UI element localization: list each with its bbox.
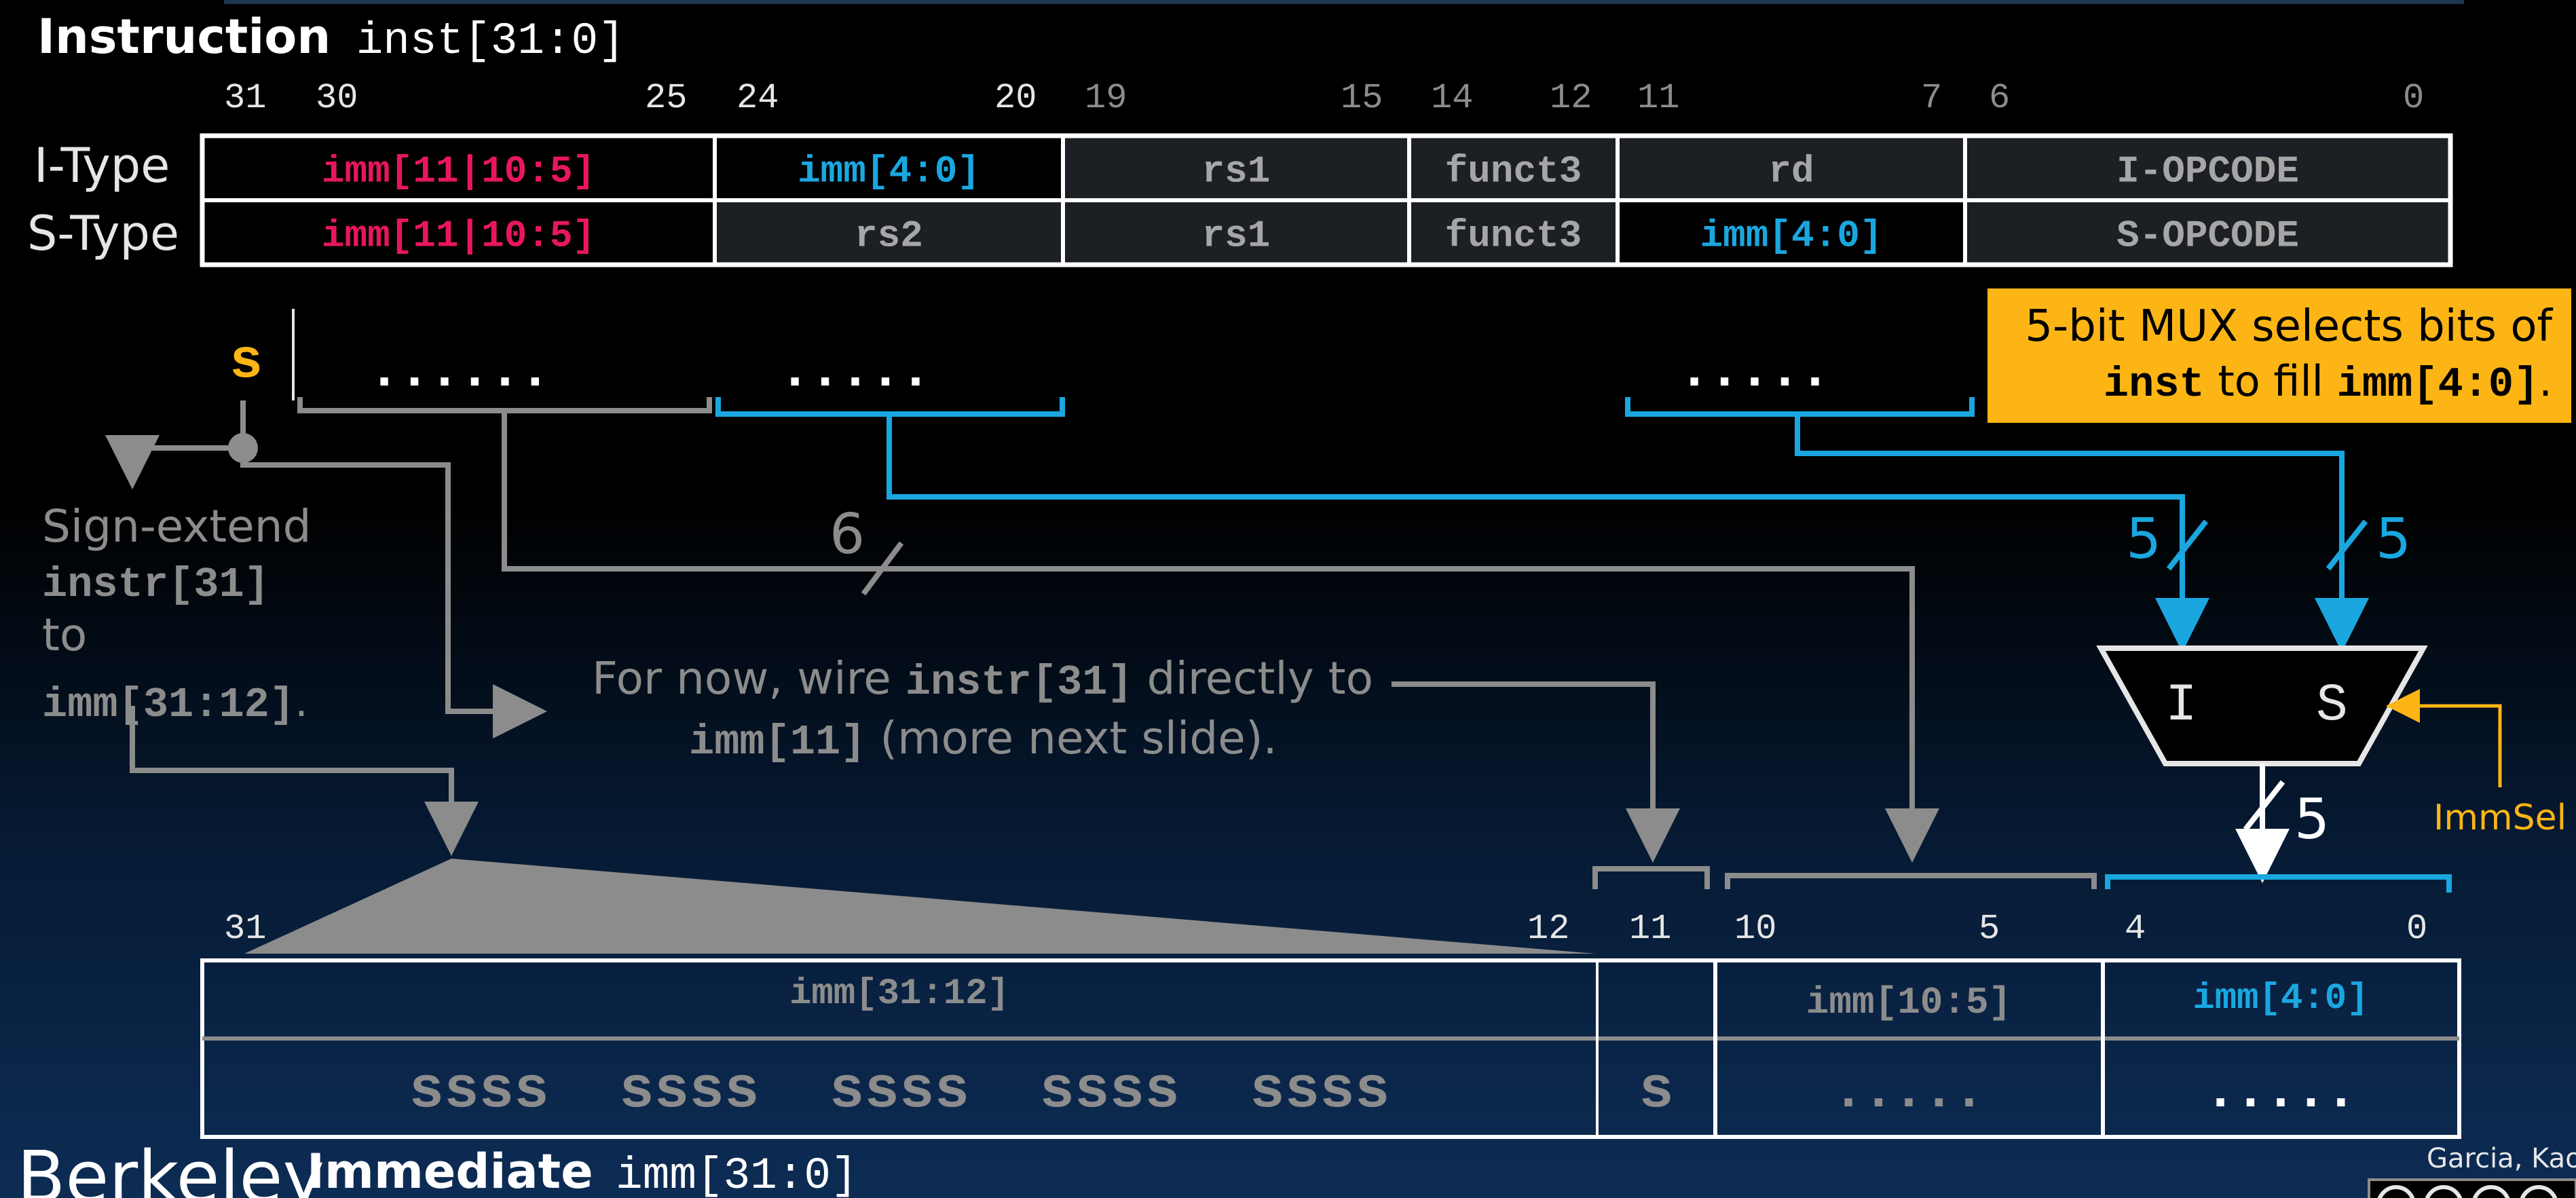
brace-imm-4-0: [2105, 874, 2452, 893]
sign-extend-wire: [105, 435, 243, 489]
mux-input-i: I: [2165, 676, 2197, 736]
row1-label-funct3: funct3: [1445, 214, 1582, 258]
bus-width-label-5-i: 5: [2126, 507, 2161, 572]
cc-license-icon: [2368, 1178, 2576, 1198]
svg-text:31: 31: [224, 909, 266, 949]
brace-imm-10-5: [1725, 873, 2097, 889]
imm-value-4-0: . . . . .: [2213, 1057, 2349, 1118]
sign-extend-to-imm-wire: [130, 706, 479, 856]
imm-bit-labels: 31 12 11 10 5 4 0: [224, 909, 2427, 949]
bus-width-tick-5-s: [2326, 519, 2368, 571]
imm-header-31-12: imm[31:12]: [789, 973, 1009, 1015]
instruction-format-table: imm[11|10:5] imm[4:0] rs1 funct3 rd I-OPCODE i…: [200, 133, 2453, 267]
row1-cell-imm-4-0-or-rs2: [713, 198, 1065, 267]
row1-label-opcode: S-OPCODE: [2116, 214, 2299, 258]
imm-table-frame: [200, 958, 2461, 1139]
svg-text:instr[31]: instr[31]: [42, 561, 269, 609]
svg-text:24: 24: [736, 78, 779, 118]
svg-text:Sign-extend: Sign-extend: [42, 500, 311, 553]
bus-width-label-5-out: 5: [2294, 787, 2330, 852]
mux-input-s: S: [2316, 676, 2348, 736]
immsel-label: ImmSel: [2433, 798, 2566, 838]
row-label-i-type: I-Type: [34, 138, 170, 193]
mux-callout-box: [1987, 288, 2571, 423]
svg-text:20: 20: [994, 78, 1037, 118]
brace-imm11: [1592, 866, 1710, 889]
svg-text:11: 11: [1629, 909, 1671, 949]
immediate-title: Immediate imm[31:0]: [307, 1144, 858, 1198]
row0-label-opcode: I-OPCODE: [2116, 150, 2299, 193]
svg-text:to: to: [42, 609, 87, 661]
imm-value-10-5: . . . . .: [1841, 1057, 1977, 1118]
svg-text:25: 25: [645, 78, 687, 118]
row0-label-imm-11-10-5: imm[11|10:5]: [322, 150, 595, 193]
row0-label-imm-4-0-or-rs2: imm[4:0]: [798, 150, 980, 193]
sign-extend-note: Sign-extend instr[31] to imm[31:12].: [42, 500, 311, 729]
svg-text:11: 11: [1637, 78, 1679, 118]
brace-gray-upper: [297, 397, 712, 413]
row1-cell-opcode: [1963, 198, 2452, 267]
callout-line2: inst to fill imm[4:0].: [2104, 356, 2552, 409]
wire-note: For now, wire instr[31] directly to imm[…: [592, 652, 1373, 766]
instr31-to-imm11-wire: [240, 448, 547, 738]
row1-label-rs1: rs1: [1202, 214, 1271, 258]
imm-header-4-0: imm[4:0]: [2192, 978, 2368, 1019]
row-label-s-type: S-Type: [27, 206, 179, 261]
svg-text:0: 0: [2406, 909, 2427, 949]
sign-bit-label: s: [229, 331, 263, 394]
imm-value-31-12: ssss ssss ssss ssss ssss: [409, 1057, 1389, 1124]
svg-text:15: 15: [1341, 78, 1383, 118]
dots-imm-10-5: . . . . . .: [377, 337, 543, 397]
svg-text:7: 7: [1921, 78, 1942, 118]
imm-header-10-5: imm[10:5]: [1806, 981, 2011, 1024]
svg-text:For now, wire instr[31] direct: For now, wire instr[31] directly to: [592, 652, 1373, 707]
bus-width-tick-6: [861, 541, 904, 596]
svg-text:6: 6: [1989, 78, 2010, 118]
svg-text:30: 30: [316, 78, 358, 118]
imm-10-5-bus: [502, 424, 1939, 863]
svg-text:0: 0: [2403, 78, 2424, 118]
svg-text:imm[31:12].: imm[31:12].: [42, 677, 308, 729]
callout-line1: 5-bit MUX selects bits of: [2025, 301, 2553, 352]
bus-width-label-5-s: 5: [2376, 507, 2411, 572]
instruction-title: Instruction inst[31:0]: [37, 9, 625, 67]
brace-cyan-s: [1625, 397, 1975, 417]
row1-label-imm-4-0-or-rs2: rs2: [855, 214, 923, 258]
immsel-wire: [2386, 689, 2502, 787]
sign-extension-wedge: [244, 859, 1595, 954]
svg-text:10: 10: [1734, 909, 1776, 949]
row0-label-rd-or-imm: rd: [1768, 150, 1814, 193]
svg-text:imm[11] (more next slide).: imm[11] (more next slide).: [689, 712, 1277, 766]
imm-4-0-s-bus: [1795, 414, 2369, 652]
svg-text:12: 12: [1527, 909, 1569, 949]
imm-4-0-i-bus: [886, 414, 2209, 652]
immediate-table: imm[31:12] imm[10:5] imm[4:0] ssss ssss …: [200, 958, 2461, 1139]
row1-label-rd-or-imm: imm[4:0]: [1700, 214, 1883, 258]
credit-text: Garcia, Kao: [2427, 1143, 2576, 1174]
dots-imm-4-0-i: . . . . .: [787, 337, 923, 397]
imm-value-11: s: [1639, 1057, 1674, 1124]
svg-text:4: 4: [2125, 909, 2146, 949]
svg-text:19: 19: [1085, 78, 1127, 118]
imm-mux: [2096, 645, 2428, 766]
inst-bit-labels: 31 30 25 24 20 19 15 14 12 11 7 6 0: [224, 78, 2424, 118]
instr31-to-imm11-lower-wire: [1392, 681, 1680, 863]
row0-label-rs1: rs1: [1202, 150, 1271, 193]
bus-width-tick-5-i: [2166, 519, 2209, 571]
svg-text:14: 14: [1431, 78, 1473, 118]
dots-imm-4-0-s: . . . . .: [1687, 337, 1823, 397]
svg-text:12: 12: [1550, 78, 1592, 118]
brace-cyan-i: [715, 397, 1065, 417]
row0-cell-opcode: [1963, 134, 2452, 202]
bus-width-tick-5-out: [2243, 780, 2285, 831]
bus-width-label-6: 6: [829, 502, 865, 567]
svg-text:5: 5: [1979, 909, 2000, 949]
inst-table-border: [200, 133, 2453, 267]
svg-text:31: 31: [224, 78, 266, 118]
row0-label-funct3: funct3: [1445, 150, 1582, 193]
row1-label-imm-11-10-5: imm[11|10:5]: [322, 214, 595, 258]
berkeley-logo: Berkeley: [17, 1136, 324, 1198]
top-divider: [224, 0, 2464, 4]
row1-cell-funct3: [1407, 198, 1620, 267]
